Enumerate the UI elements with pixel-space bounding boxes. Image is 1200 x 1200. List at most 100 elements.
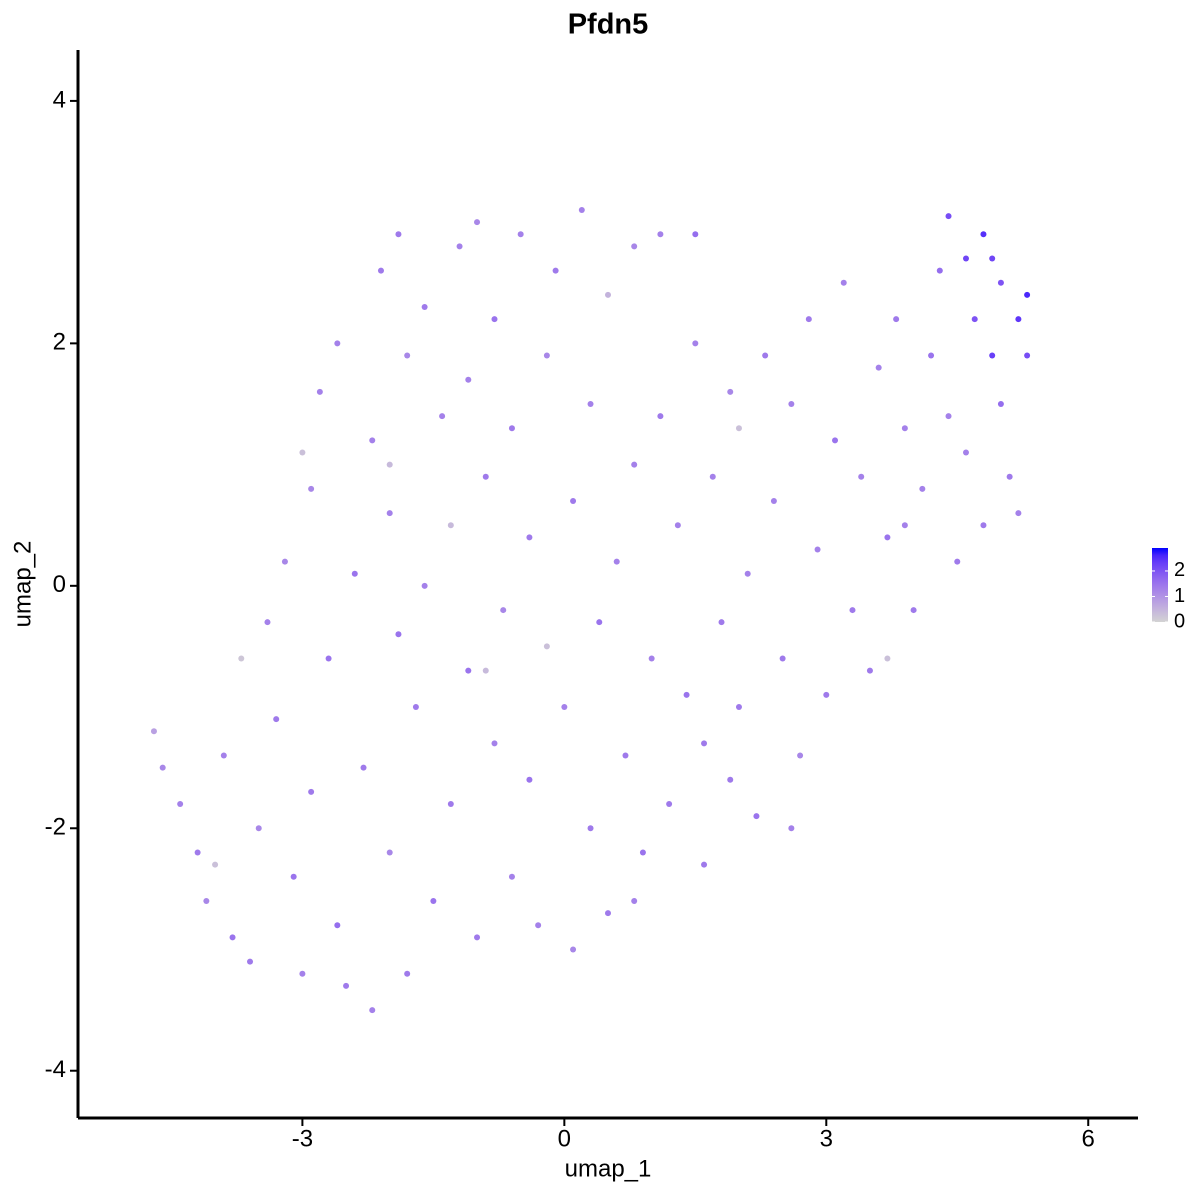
point [701,740,708,747]
point [788,825,795,832]
point [744,570,751,577]
point [657,413,664,420]
point [308,788,315,795]
point [631,243,638,250]
point [238,655,245,662]
point [605,910,611,917]
point [980,522,987,529]
point [543,643,550,650]
point [858,473,865,480]
point [779,655,786,662]
point [884,534,891,541]
point [666,801,673,808]
point [552,267,559,274]
point [325,655,332,662]
point [1006,473,1013,480]
x-tick-label: 3 [820,1125,833,1152]
point [491,740,498,747]
point [797,752,804,759]
point [936,267,943,274]
point [377,267,384,274]
point [343,982,350,989]
point [814,546,821,553]
point [639,849,646,856]
point [526,776,533,783]
point [928,352,935,359]
point [334,922,341,929]
point [875,364,882,371]
point [247,958,254,965]
point [683,691,690,698]
point [535,922,542,929]
point [1024,291,1031,298]
point [299,970,306,977]
point [727,776,734,783]
point [447,801,454,808]
point [989,352,996,359]
point [474,219,481,226]
point [832,437,839,444]
point [997,400,1004,407]
x-tick-label: 0 [558,1125,571,1152]
y-tick-label: 4 [53,86,66,113]
point [735,425,742,432]
point [273,716,280,723]
point [570,497,577,504]
point [735,704,742,711]
point [762,352,769,359]
point [727,388,734,395]
point [220,752,227,759]
point [404,352,411,359]
y-axis-label: umap_2 [9,541,36,628]
point [482,667,489,674]
point [866,667,873,674]
point [386,849,393,856]
colorbar-tick-label: 0 [1174,610,1185,632]
point [447,522,454,529]
y-tick-label: -4 [45,1056,66,1083]
point [561,704,568,711]
point [177,801,184,808]
point [150,728,157,735]
point [893,316,900,323]
point [962,255,969,262]
point [1024,352,1031,359]
point [386,461,393,468]
point [962,449,969,456]
point [491,316,498,323]
point [753,813,760,820]
point [229,934,236,941]
point [1015,316,1022,323]
colorbar-tick-label: 1 [1174,585,1185,607]
colorbar-tick-label: 2 [1174,559,1185,581]
point [508,425,515,432]
point [596,619,603,626]
point [360,764,367,771]
point [692,340,699,347]
point [997,279,1004,286]
point [901,522,908,529]
x-axis-label: umap_1 [565,1155,652,1182]
point [351,570,358,577]
point [465,667,472,674]
point [1015,510,1022,517]
point [849,607,856,614]
x-tick-label: 6 [1082,1125,1095,1152]
point [578,207,585,214]
y-tick-label: -2 [45,814,66,841]
point [255,825,262,832]
x-tick-label: -3 [292,1125,313,1152]
point [884,655,891,662]
point [430,898,437,905]
point [412,704,419,711]
colorbar [1152,548,1168,622]
point [369,437,376,444]
point [508,873,515,880]
point [456,243,463,250]
point [709,473,716,480]
point [613,558,620,565]
y-tick-label: 0 [53,571,66,598]
point [718,619,725,626]
point [316,388,323,395]
chart-title: Pfdn5 [568,9,649,41]
